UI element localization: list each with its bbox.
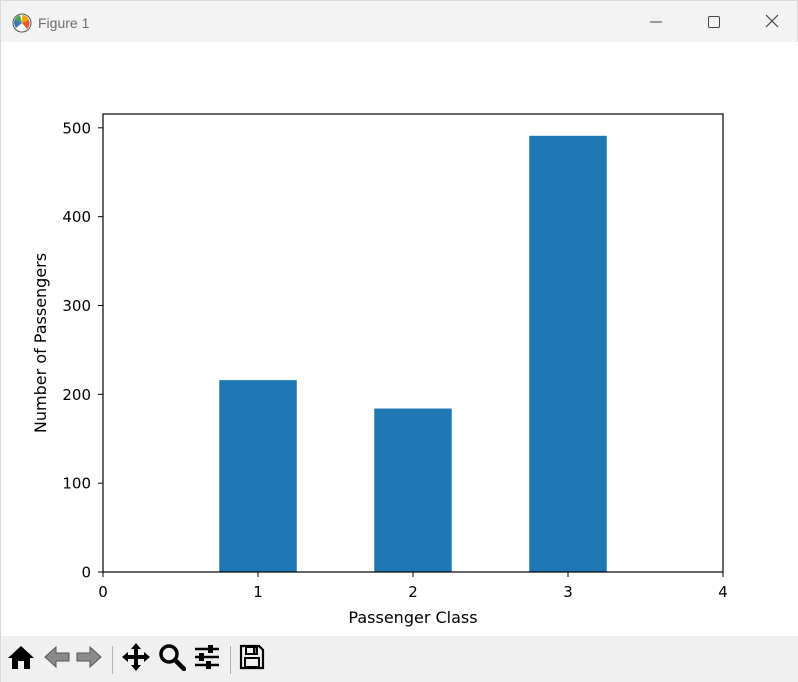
bar-class-3 <box>529 135 607 573</box>
back-arrow-icon <box>43 644 71 674</box>
y-tick-label: 100 <box>62 475 91 493</box>
x-tick-label: 3 <box>563 583 573 601</box>
toolbar-separator <box>230 646 231 674</box>
y-tick-label: 0 <box>81 564 91 582</box>
bar-class-1 <box>219 380 297 572</box>
configure-subplots-button[interactable] <box>191 644 223 674</box>
navigation-toolbar <box>1 636 798 682</box>
close-icon <box>765 13 779 32</box>
zoom-icon <box>158 643 187 675</box>
forward-button[interactable] <box>73 644 105 674</box>
title-bar[interactable]: Figure 1 <box>1 0 797 42</box>
pan-button[interactable] <box>120 642 152 676</box>
bars-layer <box>219 135 607 573</box>
minimize-button[interactable] <box>627 1 685 43</box>
window-title: Figure 1 <box>38 15 90 31</box>
home-icon <box>7 644 35 674</box>
zoom-button[interactable] <box>156 644 188 674</box>
figure-canvas[interactable]: 0 1 2 3 4 0 100 200 300 400 500 Passenger Class Nu… <box>1 42 798 636</box>
y-tick-label: 200 <box>62 386 91 404</box>
matplotlib-icon <box>12 13 32 33</box>
toolbar-separator <box>112 646 113 674</box>
save-button[interactable] <box>236 644 268 674</box>
pan-icon <box>121 642 151 676</box>
close-button[interactable] <box>743 1 798 43</box>
configure-subplots-icon <box>193 644 221 674</box>
save-icon <box>239 644 265 674</box>
maximize-icon <box>708 13 720 32</box>
forward-arrow-icon <box>75 644 103 674</box>
x-axis-label: Passenger Class <box>348 608 477 627</box>
y-tick-label: 300 <box>62 297 91 315</box>
maximize-button[interactable] <box>685 1 743 43</box>
back-button[interactable] <box>41 644 73 674</box>
home-button[interactable] <box>5 644 37 674</box>
x-tick-label: 1 <box>253 583 263 601</box>
x-tick-label: 2 <box>408 583 418 601</box>
y-tick-label: 400 <box>62 208 91 226</box>
axes-layer: 0 1 2 3 4 0 100 200 300 400 500 <box>62 113 728 601</box>
y-tick-label: 500 <box>62 119 91 137</box>
bar-class-2 <box>374 408 452 572</box>
x-tick-label: 4 <box>718 583 728 601</box>
bar-chart: 0 1 2 3 4 0 100 200 300 400 500 Passenger Class Nu… <box>31 113 728 627</box>
minimize-icon <box>650 13 662 32</box>
y-axis-label: Number of Passengers <box>31 253 50 433</box>
x-tick-label: 0 <box>98 583 108 601</box>
